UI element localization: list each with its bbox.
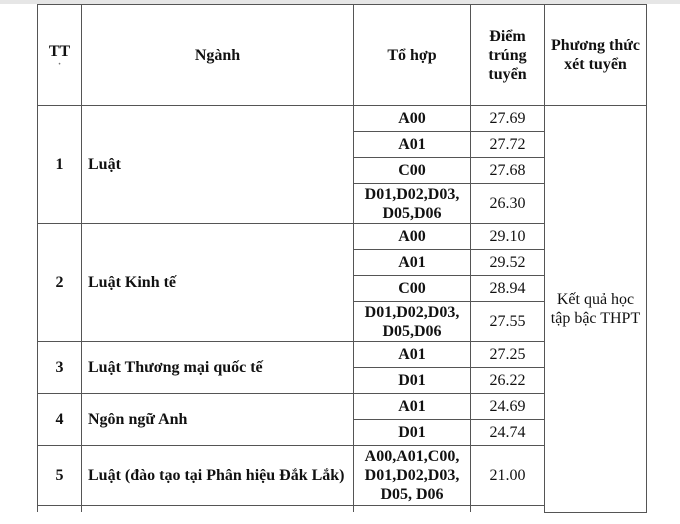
row-number: 1 bbox=[37, 105, 82, 224]
table-row: D01 24.74 bbox=[38, 419, 647, 446]
subject-combo: A00 bbox=[353, 223, 471, 250]
score: 24.69 bbox=[470, 393, 545, 420]
major-name: Luật Thương mại quốc tế bbox=[81, 341, 354, 394]
subject-combo: C00 bbox=[353, 157, 471, 184]
subject-combo: A01 bbox=[353, 393, 471, 420]
subject-combo: A00,A01,C00, D01,D02,D03, D05, D06 bbox=[353, 445, 471, 506]
score: 29.52 bbox=[470, 249, 545, 276]
top-edge bbox=[0, 0, 680, 4]
admission-scores-table: TT · Ngành Tổ hợp Điểm trúng tuyển Phương… bbox=[37, 4, 647, 513]
subject-combo: D01,D02,D03, D05,D06 bbox=[353, 183, 471, 224]
score: 29.10 bbox=[470, 223, 545, 250]
subject-combo: C00 bbox=[353, 275, 471, 302]
score: 27.72 bbox=[470, 131, 545, 158]
header-nganh: Ngành bbox=[81, 4, 354, 106]
table-row: A01 29.52 bbox=[38, 249, 647, 276]
score: 21.00 bbox=[470, 445, 545, 506]
major-name: Luật bbox=[81, 105, 354, 224]
score: 26.30 bbox=[470, 183, 545, 224]
subject-combo: A01 bbox=[353, 131, 471, 158]
major-name: Luật Kinh tế bbox=[81, 223, 354, 342]
header-tt: TT · bbox=[37, 4, 82, 106]
table-row: D01 26.22 bbox=[38, 367, 647, 394]
table-row: 2 Luật Kinh tế A00 29.10 bbox=[37, 223, 647, 342]
score: 28.94 bbox=[470, 275, 545, 302]
row-number: 4 bbox=[37, 393, 82, 446]
score: 26.22 bbox=[470, 367, 545, 394]
admission-method: Kết quả học tập bậc THPT bbox=[544, 105, 647, 513]
header-phuong-thuc: Phương thức xét tuyển bbox=[544, 4, 647, 106]
table-row: D01,D02,D03, D05,D06 27.55 bbox=[38, 301, 647, 342]
table-row: C00 27.68 bbox=[38, 157, 647, 184]
row-number: 5 bbox=[37, 445, 82, 506]
header-row: TT · Ngành Tổ hợp Điểm trúng tuyển Phương… bbox=[37, 4, 647, 106]
score: 24.74 bbox=[470, 419, 545, 446]
table-row: 3 Luật Thương mại quốc tế A01 27.25 bbox=[37, 341, 647, 394]
table-row: C00 28.94 bbox=[38, 275, 647, 302]
major-name: Ngôn ngữ Anh bbox=[81, 393, 354, 446]
subject-combo: D01 bbox=[353, 367, 471, 394]
next-row-partial bbox=[37, 505, 647, 512]
subject-combo: D01,D02,D03, D05,D06 bbox=[353, 301, 471, 342]
score: 27.25 bbox=[470, 341, 545, 368]
header-to-hop: Tổ hợp bbox=[353, 4, 471, 106]
header-diem: Điểm trúng tuyển bbox=[470, 4, 545, 106]
row-number: 2 bbox=[37, 223, 82, 342]
score: 27.69 bbox=[470, 105, 545, 132]
table-row: 5 Luật (đào tạo tại Phân hiệu Đắk Lắk) A… bbox=[37, 445, 647, 506]
subject-combo: A00 bbox=[353, 105, 471, 132]
table-row: A01 27.72 bbox=[38, 131, 647, 158]
table-row: 1 Luật A00 27.69 Kết quả học tập bậc THP… bbox=[37, 105, 647, 513]
table-row: D01,D02,D03, D05,D06 26.30 bbox=[38, 183, 647, 224]
score: 27.55 bbox=[470, 301, 545, 342]
major-name: Luật (đào tạo tại Phân hiệu Đắk Lắk) bbox=[81, 445, 354, 506]
subject-combo: A01 bbox=[353, 249, 471, 276]
subject-combo: A01 bbox=[353, 341, 471, 368]
score: 27.68 bbox=[470, 157, 545, 184]
subject-combo: D01 bbox=[353, 419, 471, 446]
row-number: 3 bbox=[37, 341, 82, 394]
